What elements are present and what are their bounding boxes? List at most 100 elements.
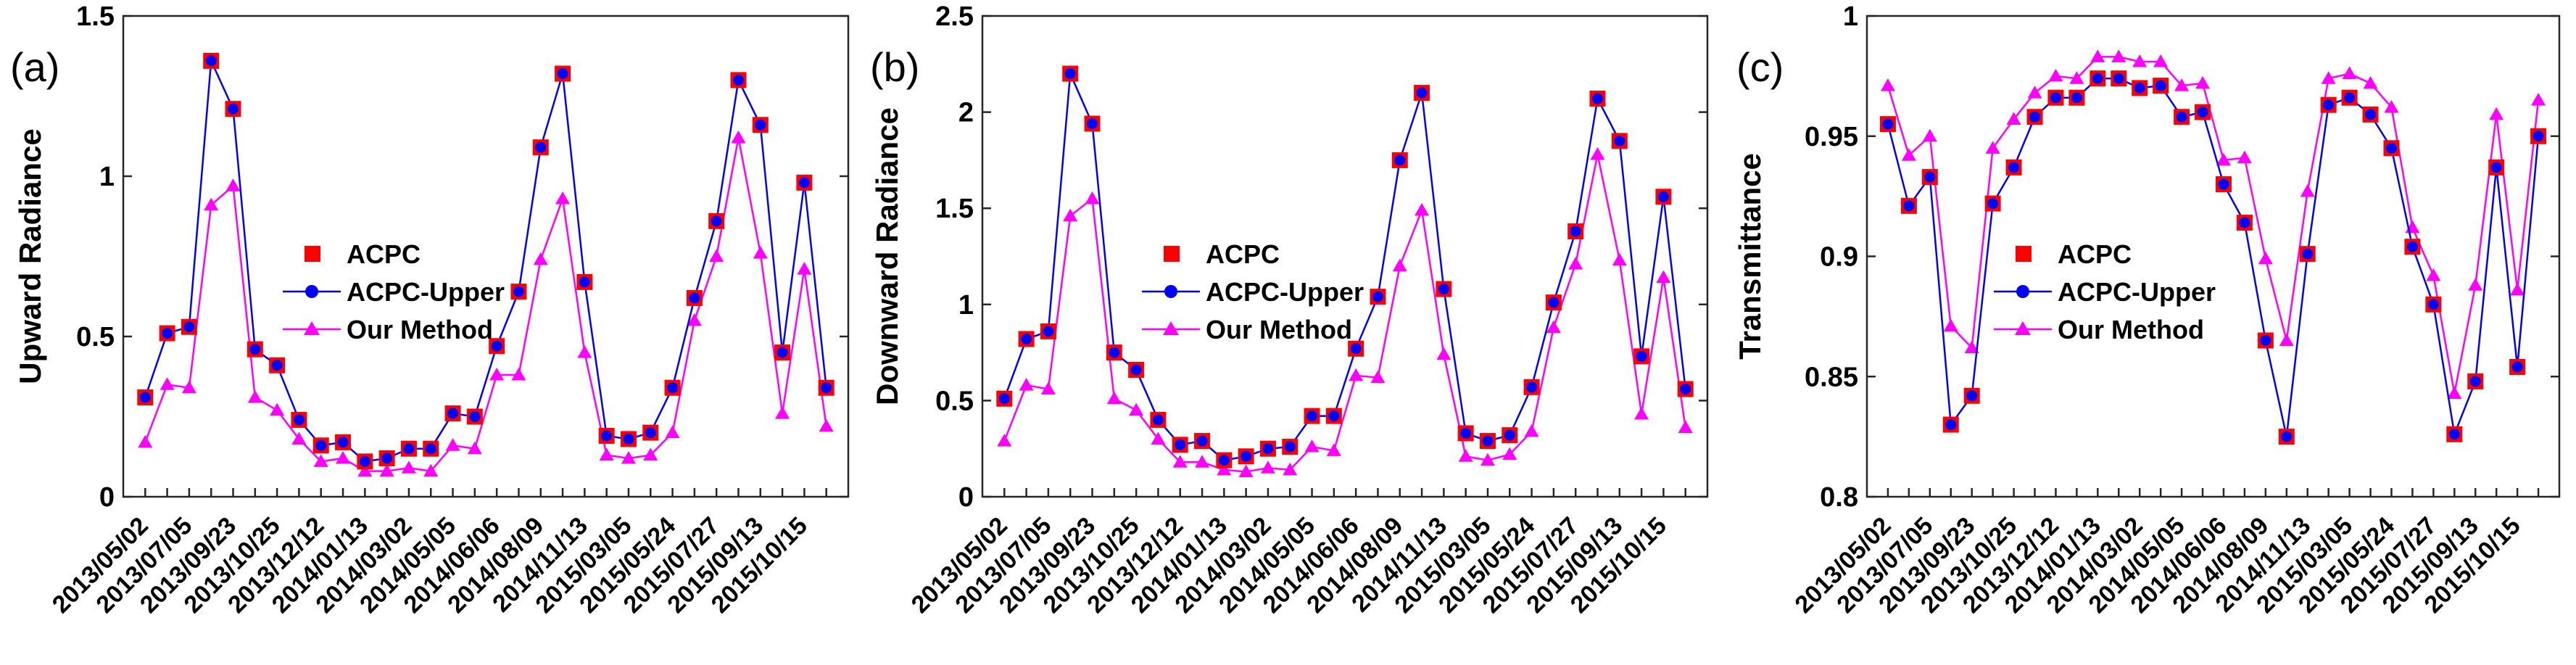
series-line-acpc-upper xyxy=(1887,77,2540,438)
series-line-acpc-upper xyxy=(144,57,827,463)
marker-acpc-upper xyxy=(1175,439,1186,450)
marker-acpc-upper xyxy=(183,321,195,333)
marker-acpc-upper xyxy=(2029,111,2041,123)
marker-our-method xyxy=(489,368,505,381)
legend-marker-acpc xyxy=(305,246,320,262)
y-tick-label: 1 xyxy=(958,290,974,321)
marker-our-method xyxy=(1019,378,1034,391)
marker-our-method xyxy=(1304,439,1320,453)
marker-our-method xyxy=(247,389,262,403)
marker-acpc-upper xyxy=(139,392,151,403)
marker-acpc-upper xyxy=(315,439,327,451)
marker-our-method xyxy=(138,434,153,448)
marker-our-method xyxy=(687,313,702,326)
marker-acpc-upper xyxy=(1614,135,1625,146)
y-axis-label: Upward Radiance xyxy=(13,128,47,384)
marker-our-method xyxy=(181,380,196,394)
y-tick-label: 1 xyxy=(99,162,115,192)
marker-our-method xyxy=(1063,208,1078,222)
marker-our-method xyxy=(997,434,1012,447)
marker-acpc-upper xyxy=(1903,200,1915,212)
chart-panel-2: 00.511.522.52013/05/022013/07/052013/09/… xyxy=(870,1,1709,619)
marker-acpc-upper xyxy=(1218,455,1230,466)
marker-acpc-upper xyxy=(491,340,502,352)
marker-our-method xyxy=(2132,54,2148,67)
marker-our-method xyxy=(1415,202,1430,216)
marker-acpc-upper xyxy=(2176,111,2187,123)
marker-our-method xyxy=(204,197,219,211)
marker-acpc-upper xyxy=(1064,68,1076,80)
y-axis-label: Downward Radiance xyxy=(870,107,904,405)
marker-acpc-upper xyxy=(513,286,524,297)
marker-our-method xyxy=(1943,318,1958,332)
marker-acpc-upper xyxy=(1460,427,1472,439)
marker-our-method xyxy=(2111,49,2126,62)
legend-label-acpc: ACPC xyxy=(347,239,421,269)
marker-our-method xyxy=(2195,75,2211,89)
marker-acpc-upper xyxy=(1350,343,1362,355)
panel-label: (a) xyxy=(10,44,59,90)
marker-acpc-upper xyxy=(732,74,744,86)
marker-acpc-upper xyxy=(2406,241,2418,252)
legend-marker-acpc-upper xyxy=(2016,285,2029,298)
y-tick-label: 0 xyxy=(958,482,974,513)
marker-our-method xyxy=(2342,66,2357,80)
y-tick-label: 2.5 xyxy=(935,1,974,32)
marker-our-method xyxy=(511,368,526,381)
marker-our-method xyxy=(1634,406,1649,420)
marker-acpc-upper xyxy=(2239,217,2250,228)
marker-our-method xyxy=(2237,150,2252,164)
marker-our-method xyxy=(1656,270,1671,284)
y-tick-label: 0.5 xyxy=(76,322,115,352)
marker-our-method xyxy=(336,450,351,464)
marker-acpc-upper xyxy=(2218,178,2229,190)
marker-our-method xyxy=(2090,49,2105,62)
marker-acpc-upper xyxy=(2302,248,2314,260)
legend-label-acpc: ACPC xyxy=(2058,239,2132,269)
chart-panel-1: 00.511.52013/05/022013/07/052013/09/2320… xyxy=(10,1,850,619)
marker-acpc-upper xyxy=(1109,347,1120,358)
marker-our-method xyxy=(423,463,439,477)
marker-our-method xyxy=(599,447,614,461)
marker-acpc-upper xyxy=(2469,376,2481,387)
axes-box xyxy=(1865,15,2561,498)
marker-acpc-upper xyxy=(2365,109,2377,120)
marker-our-method xyxy=(1436,347,1451,360)
marker-our-method xyxy=(2447,386,2462,399)
legend: ACPC ACPC-Upper Our Method xyxy=(1142,239,1364,344)
marker-acpc-upper xyxy=(2071,92,2082,104)
marker-acpc-upper xyxy=(2155,80,2166,91)
marker-our-method xyxy=(357,463,373,477)
y-tick-label: 0.8 xyxy=(1820,482,1858,513)
marker-our-method xyxy=(2510,282,2525,296)
legend-label-acpc-upper: ACPC-Upper xyxy=(1206,277,1364,307)
marker-acpc-upper xyxy=(1284,441,1296,453)
marker-acpc-upper xyxy=(2260,335,2271,347)
marker-acpc-upper xyxy=(337,437,349,448)
marker-our-method xyxy=(2468,278,2483,291)
marker-acpc-upper xyxy=(2281,431,2293,442)
marker-acpc-upper xyxy=(425,443,436,455)
marker-our-method xyxy=(1880,78,1895,91)
marker-our-method xyxy=(1260,460,1275,474)
marker-acpc-upper xyxy=(2092,73,2103,84)
marker-our-method xyxy=(1151,431,1166,445)
marker-our-method xyxy=(1217,462,1232,476)
marker-our-method xyxy=(2069,71,2084,84)
marker-acpc-upper xyxy=(2113,73,2124,84)
marker-our-method xyxy=(1283,462,1298,476)
marker-our-method xyxy=(2300,183,2315,197)
marker-acpc-upper xyxy=(2490,162,2502,173)
marker-our-method xyxy=(2489,107,2504,120)
marker-our-method xyxy=(555,191,571,205)
marker-acpc-upper xyxy=(601,430,613,442)
marker-our-method xyxy=(709,249,724,262)
marker-our-method xyxy=(753,246,768,259)
marker-our-method xyxy=(2258,251,2273,265)
marker-acpc-upper xyxy=(711,215,722,227)
marker-acpc-upper xyxy=(359,455,370,467)
marker-our-method xyxy=(1678,420,1693,434)
marker-our-method xyxy=(1349,368,1364,381)
marker-acpc-upper xyxy=(1152,414,1164,426)
